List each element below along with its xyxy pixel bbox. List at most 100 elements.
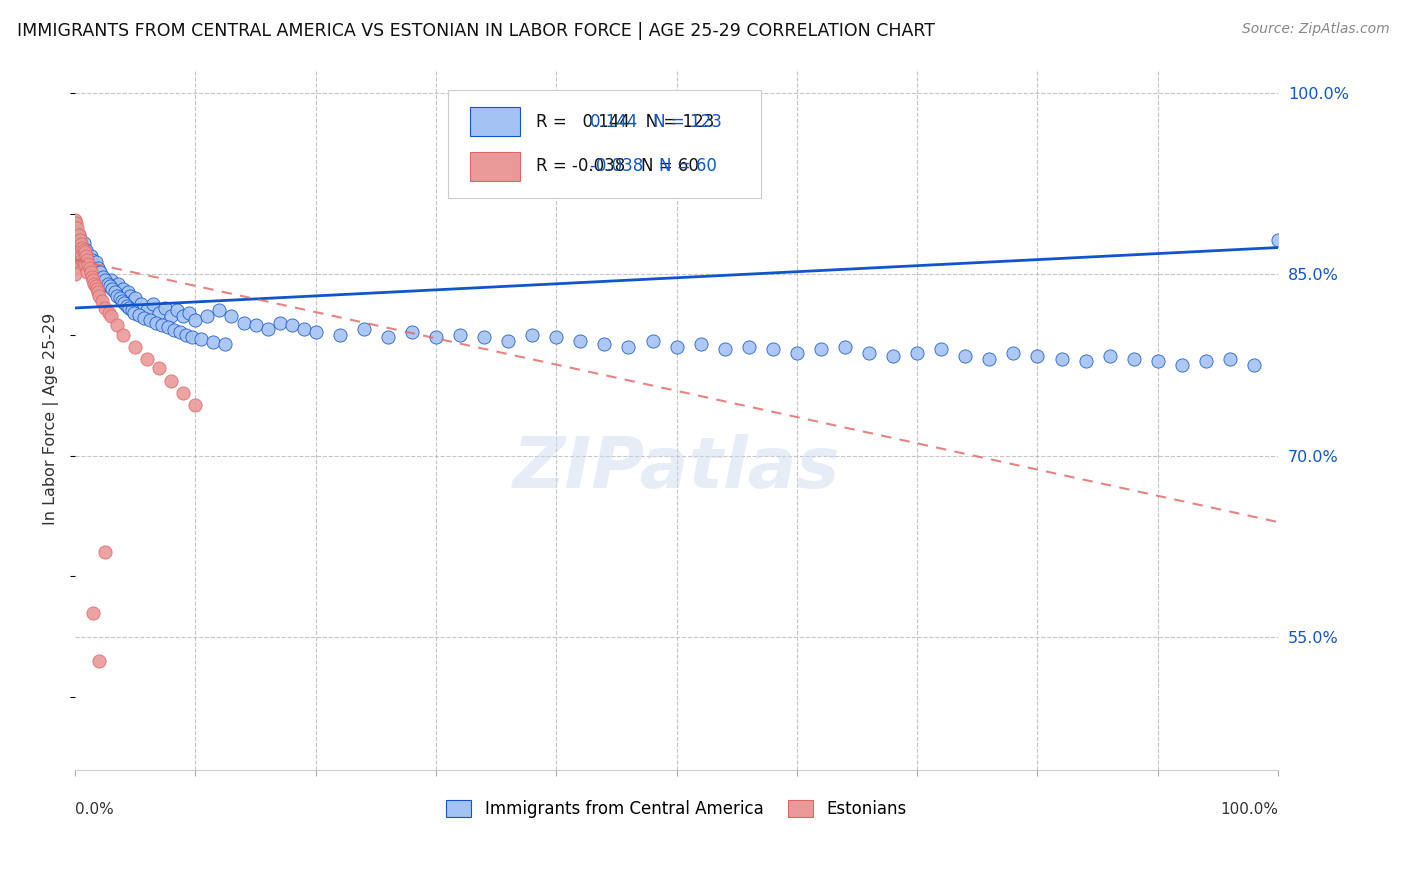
Point (82, 257, 104, 271)
Point (121, 303, 143, 318)
Point (72, 240, 94, 254)
Point (67, 240, 90, 254)
Point (67, 228, 90, 243)
Point (94, 301, 117, 315)
Point (83, 277, 105, 291)
Point (104, 285, 127, 300)
Text: R = -0.038   N = 60: R = -0.038 N = 60 (536, 157, 699, 176)
Point (72, 252, 94, 267)
Text: ZIPatlas: ZIPatlas (513, 434, 841, 503)
Point (138, 313, 160, 327)
Point (129, 297, 152, 311)
Point (80, 249, 103, 263)
Point (496, 334, 519, 348)
Point (83, 261, 105, 276)
Point (122, 306, 145, 320)
Y-axis label: In Labor Force | Age 25-29: In Labor Force | Age 25-29 (44, 313, 59, 525)
Point (100, 273, 122, 287)
Point (67, 228, 90, 243)
FancyBboxPatch shape (470, 152, 520, 181)
Point (136, 303, 159, 318)
Point (221, 310, 243, 324)
Point (169, 325, 191, 339)
Point (77, 257, 100, 271)
Point (72, 235, 94, 250)
Point (114, 291, 136, 305)
Point (280, 318, 302, 332)
Point (91, 269, 114, 284)
Point (190, 333, 212, 347)
Point (76, 252, 98, 267)
Point (810, 342, 832, 356)
Point (112, 282, 135, 296)
Point (472, 330, 495, 344)
Point (63, 212, 86, 227)
Point (1122, 351, 1144, 366)
Point (245, 318, 267, 332)
Point (97, 277, 120, 291)
Point (1050, 351, 1073, 366)
Point (70, 236, 93, 251)
Point (269, 316, 291, 330)
Point (105, 318, 128, 332)
Point (353, 321, 375, 335)
Point (103, 282, 125, 296)
Point (118, 301, 141, 315)
Point (66, 233, 89, 247)
Point (89, 265, 111, 279)
Point (75, 249, 97, 263)
Point (111, 293, 134, 308)
Point (180, 330, 202, 344)
Point (148, 306, 170, 320)
Point (89, 265, 111, 279)
Point (124, 291, 146, 305)
Point (75, 243, 97, 257)
Point (179, 306, 201, 320)
Point (202, 334, 225, 349)
Point (70, 245, 93, 260)
Point (184, 398, 207, 412)
Point (166, 303, 188, 318)
Point (1171, 358, 1194, 372)
Point (569, 334, 592, 348)
Point (184, 313, 207, 327)
Point (79, 255, 101, 269)
Point (1267, 233, 1289, 247)
Point (142, 297, 165, 311)
Point (522, 327, 544, 342)
Point (63, 231, 86, 245)
Point (69, 243, 91, 257)
Point (76, 252, 98, 267)
Point (105, 289, 128, 303)
Point (882, 350, 904, 364)
Point (593, 337, 616, 351)
Point (160, 310, 183, 324)
Text: -0.038   N = 60: -0.038 N = 60 (591, 157, 717, 176)
Point (172, 310, 194, 324)
Point (86, 267, 108, 281)
Point (101, 282, 124, 296)
Point (63, 236, 86, 251)
Point (63, 261, 86, 276)
Point (115, 299, 138, 313)
Point (110, 285, 132, 300)
Point (329, 327, 352, 342)
Point (1074, 354, 1097, 368)
Point (63, 255, 86, 269)
Point (208, 303, 231, 318)
Point (117, 285, 139, 300)
Point (1243, 358, 1265, 372)
Point (762, 342, 785, 356)
Point (100, 310, 122, 324)
Point (197, 310, 219, 324)
Point (305, 325, 328, 339)
Point (979, 351, 1001, 366)
Point (65, 216, 87, 230)
Point (1026, 350, 1049, 364)
Point (665, 340, 688, 354)
Point (97, 279, 120, 293)
Point (1002, 345, 1025, 359)
Text: Source: ZipAtlas.com: Source: ZipAtlas.com (1241, 22, 1389, 37)
Point (97, 306, 120, 320)
Point (63, 225, 86, 239)
